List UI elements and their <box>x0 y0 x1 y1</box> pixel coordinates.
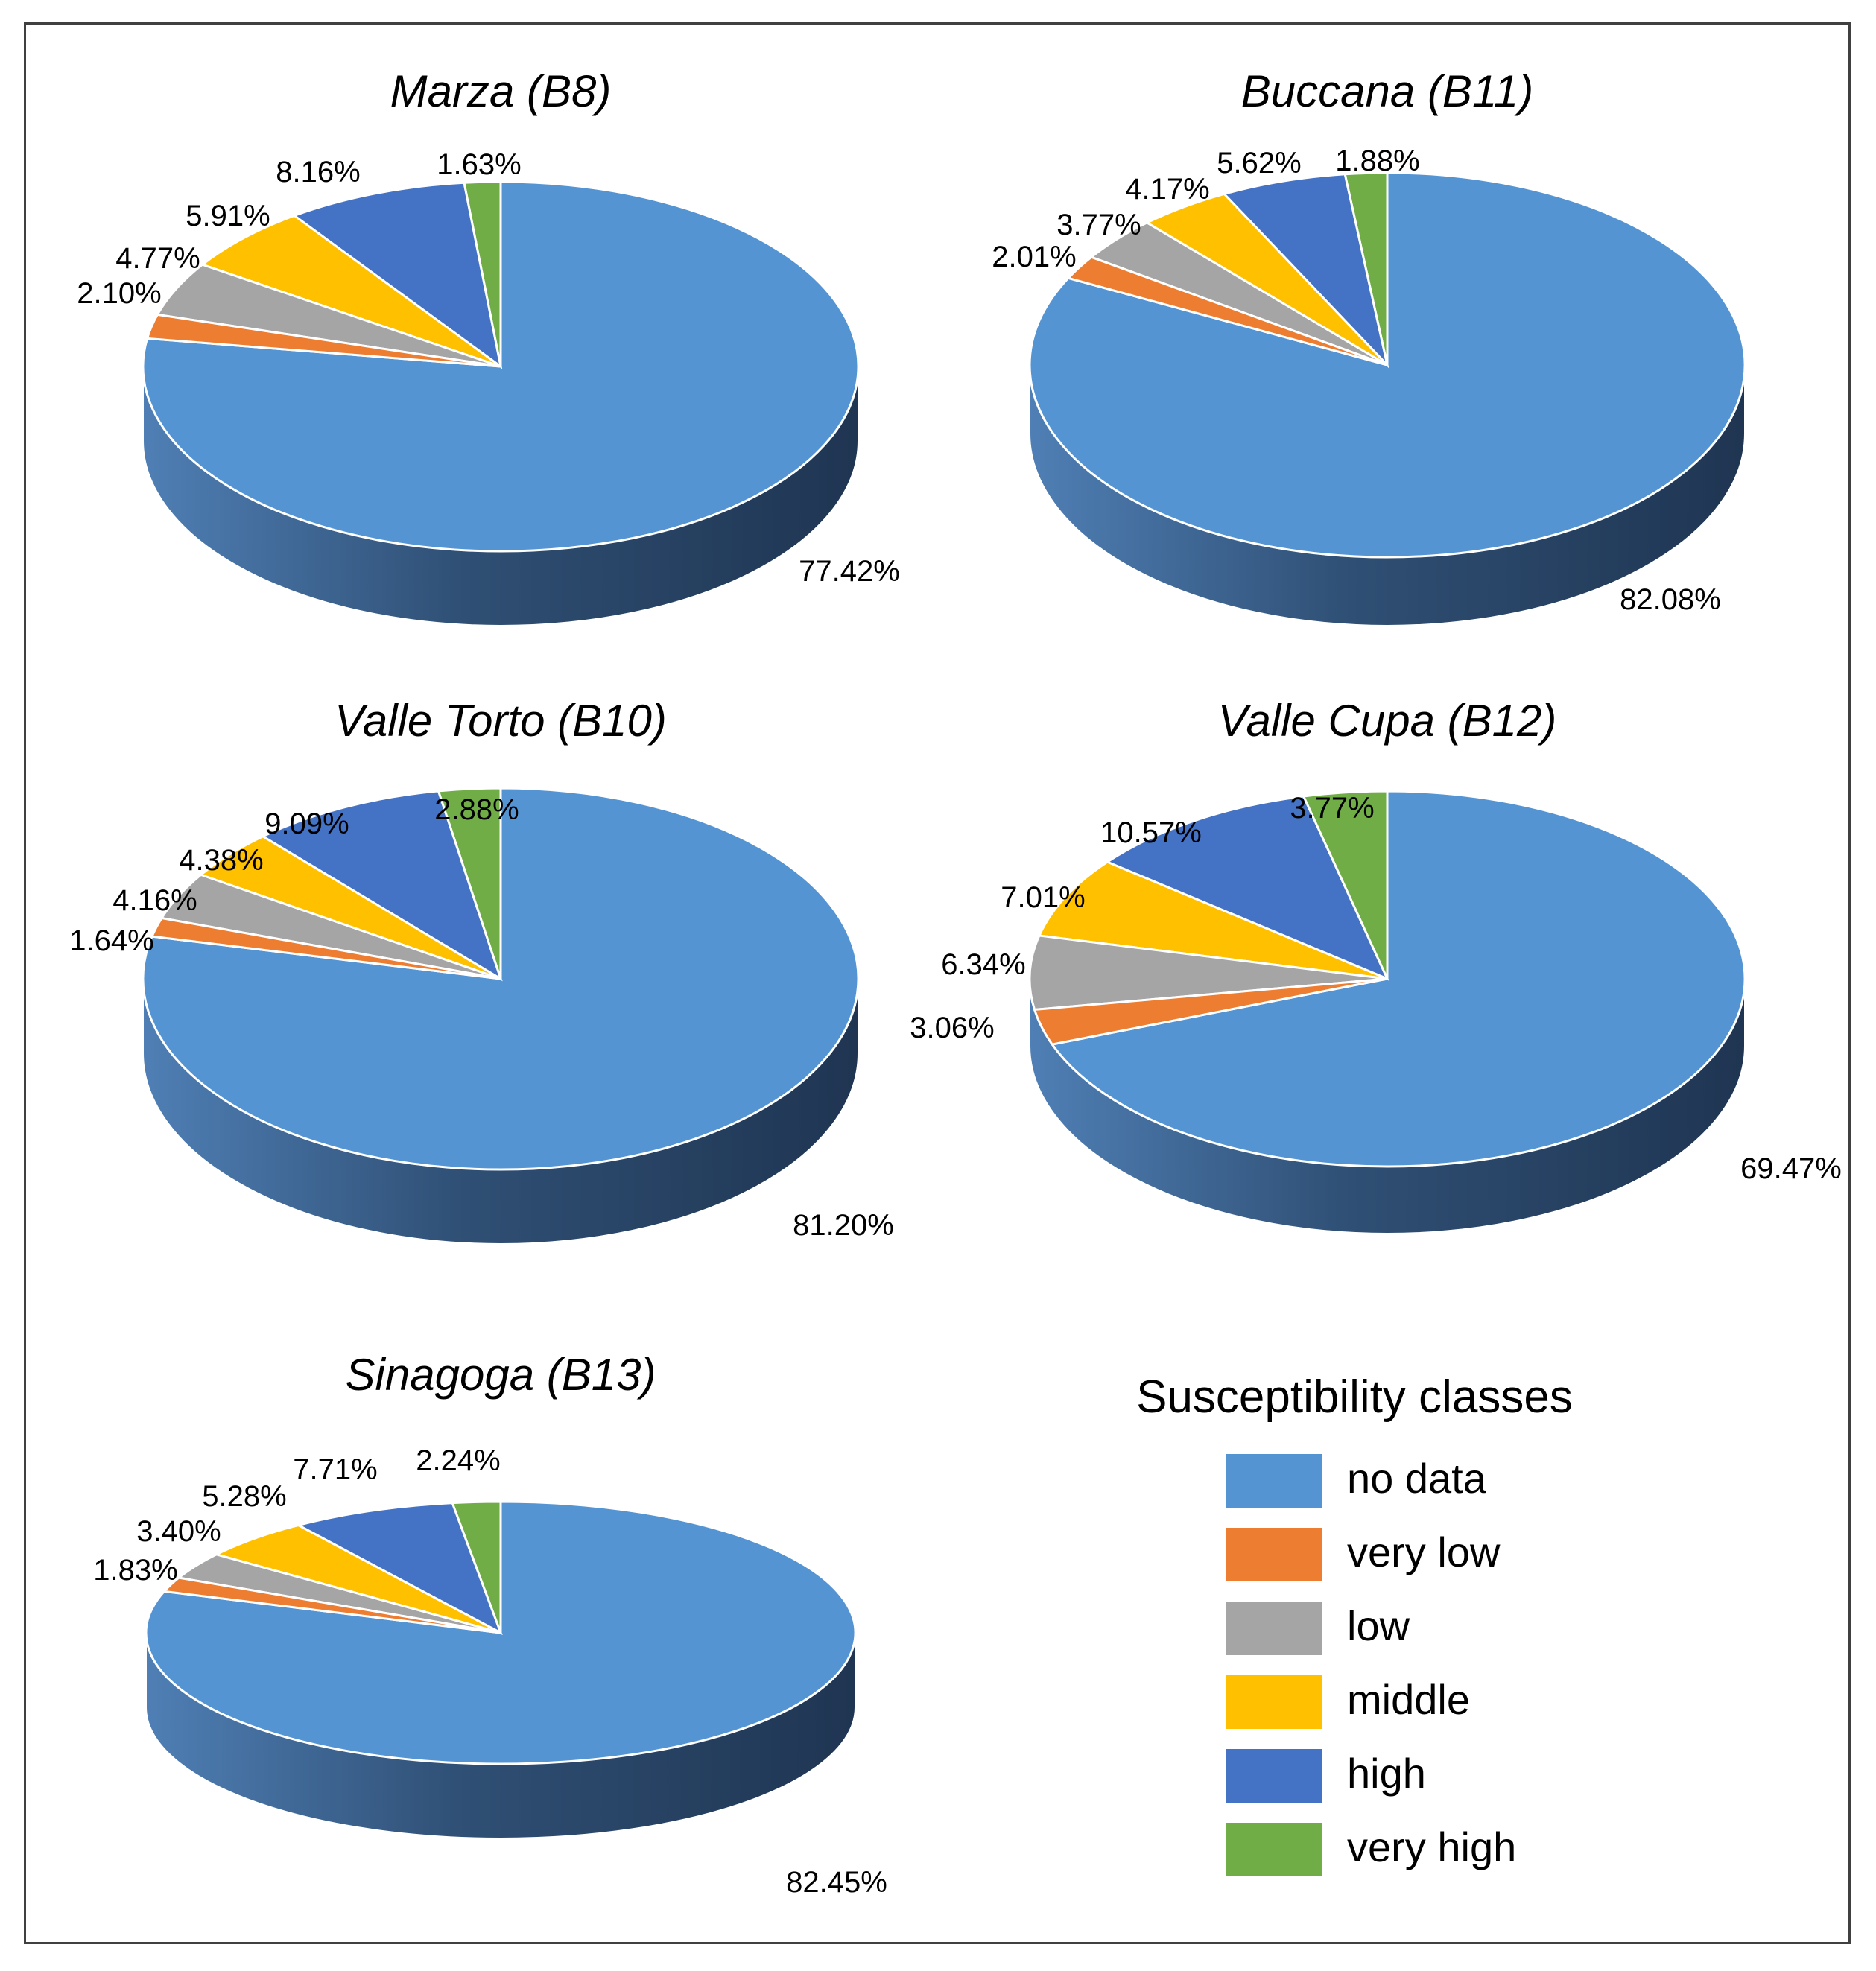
data-label-very-low: 2.01% <box>992 241 1076 273</box>
legend-label-high: high <box>1347 1750 1426 1797</box>
legend-swatch-high <box>1226 1749 1322 1803</box>
data-label-high: 10.57% <box>1100 816 1202 849</box>
slice-high <box>1222 173 1389 369</box>
slice-no-data <box>1050 790 1746 1168</box>
data-label-very-high: 1.63% <box>437 148 521 181</box>
slice-very-low <box>162 1576 501 1634</box>
data-label-very-low: 3.06% <box>910 1012 994 1044</box>
legend-swatch-middle <box>1226 1675 1322 1729</box>
legend-label-very-low: very low <box>1347 1529 1501 1575</box>
legend-swatch-very-low <box>1226 1528 1322 1581</box>
pie-chart-4: Valle Cupa (B12) 69.47% 3.06% 6.34% 7.01% 10.… <box>910 696 1842 1234</box>
data-label-very-high: 2.24% <box>416 1444 500 1477</box>
slice-high <box>291 181 503 369</box>
legend: Susceptibility classes no data very low low… <box>1136 1371 1573 1876</box>
data-label-middle: 4.17% <box>1125 173 1209 206</box>
slice-middle <box>1037 860 1388 980</box>
slice-very-low <box>1066 256 1388 366</box>
data-label-no-data: 81.20% <box>793 1209 894 1242</box>
data-label-middle: 7.01% <box>1001 881 1085 914</box>
data-label-no-data: 82.08% <box>1620 583 1721 616</box>
data-label-no-data: 82.45% <box>786 1866 887 1899</box>
data-label-high: 5.62% <box>1217 147 1301 180</box>
data-label-low: 3.77% <box>1056 209 1141 241</box>
data-label-very-high: 3.77% <box>1290 792 1374 825</box>
slice-high <box>260 790 503 982</box>
data-label-very-low: 1.83% <box>93 1554 177 1587</box>
legend-swatch-low <box>1226 1602 1322 1655</box>
data-label-very-high: 2.88% <box>434 793 519 826</box>
slice-very-low <box>150 916 501 980</box>
slice-high <box>1105 795 1389 981</box>
data-label-low: 3.40% <box>136 1515 221 1548</box>
pie-chart-3: Valle Torto (B10) 81.20% 1.64% 4.16% 4.38%9.… <box>69 696 894 1245</box>
slice-low <box>1028 934 1388 1012</box>
data-label-middle: 5.91% <box>186 200 270 232</box>
data-label-high: 9.09% <box>264 807 349 840</box>
legend-swatch-very-high <box>1226 1823 1322 1876</box>
data-label-very-low: 1.64% <box>69 924 153 957</box>
chart-title: Marza (B8) <box>390 66 612 116</box>
data-label-low: 6.34% <box>941 948 1025 981</box>
slice-very-low <box>1033 977 1388 1046</box>
chart-title: Valle Cupa (B12) <box>1218 696 1557 746</box>
slice-middle <box>200 214 501 368</box>
slice-very-low <box>145 313 501 368</box>
pie-chart-1: Marza (B8) 77.42% 2.10%4.77% 5.91%8.16% 1.63… <box>77 66 900 626</box>
slice-high <box>295 1502 503 1636</box>
legend-swatch-no-data <box>1226 1454 1322 1508</box>
pie-chart-5: Sinagoga (B13) 82.45% 1.83% 3.40%5.28%7.71%… <box>93 1350 887 1899</box>
chart-title: Buccana (B11) <box>1241 66 1533 116</box>
data-label-middle: 5.28% <box>202 1480 286 1513</box>
data-label-no-data: 69.47% <box>1740 1152 1842 1185</box>
legend-title: Susceptibility classes <box>1136 1371 1573 1423</box>
data-label-very-high: 1.88% <box>1335 145 1419 177</box>
data-label-middle: 4.38% <box>179 844 263 877</box>
pie-chart-2: Buccana (B11) 82.08% 2.01%3.77%4.17%5.62% 1… <box>992 66 1746 626</box>
legend-label-low: low <box>1347 1602 1410 1649</box>
chart-title: Valle Torto (B10) <box>335 696 667 746</box>
legend-label-middle: middle <box>1347 1676 1470 1723</box>
data-label-very-low: 2.10% <box>77 277 161 310</box>
chart-title: Sinagoga (B13) <box>346 1350 656 1400</box>
data-label-high: 7.71% <box>293 1453 377 1486</box>
data-label-low: 4.77% <box>115 242 200 275</box>
data-label-low: 4.16% <box>113 884 197 917</box>
data-label-high: 8.16% <box>276 156 360 188</box>
slice-no-data <box>142 787 860 1171</box>
slice-no-data <box>142 180 860 553</box>
legend-label-no-data: no data <box>1347 1455 1487 1502</box>
legend-label-very-high: very high <box>1347 1824 1516 1870</box>
data-label-no-data: 77.42% <box>799 555 900 588</box>
